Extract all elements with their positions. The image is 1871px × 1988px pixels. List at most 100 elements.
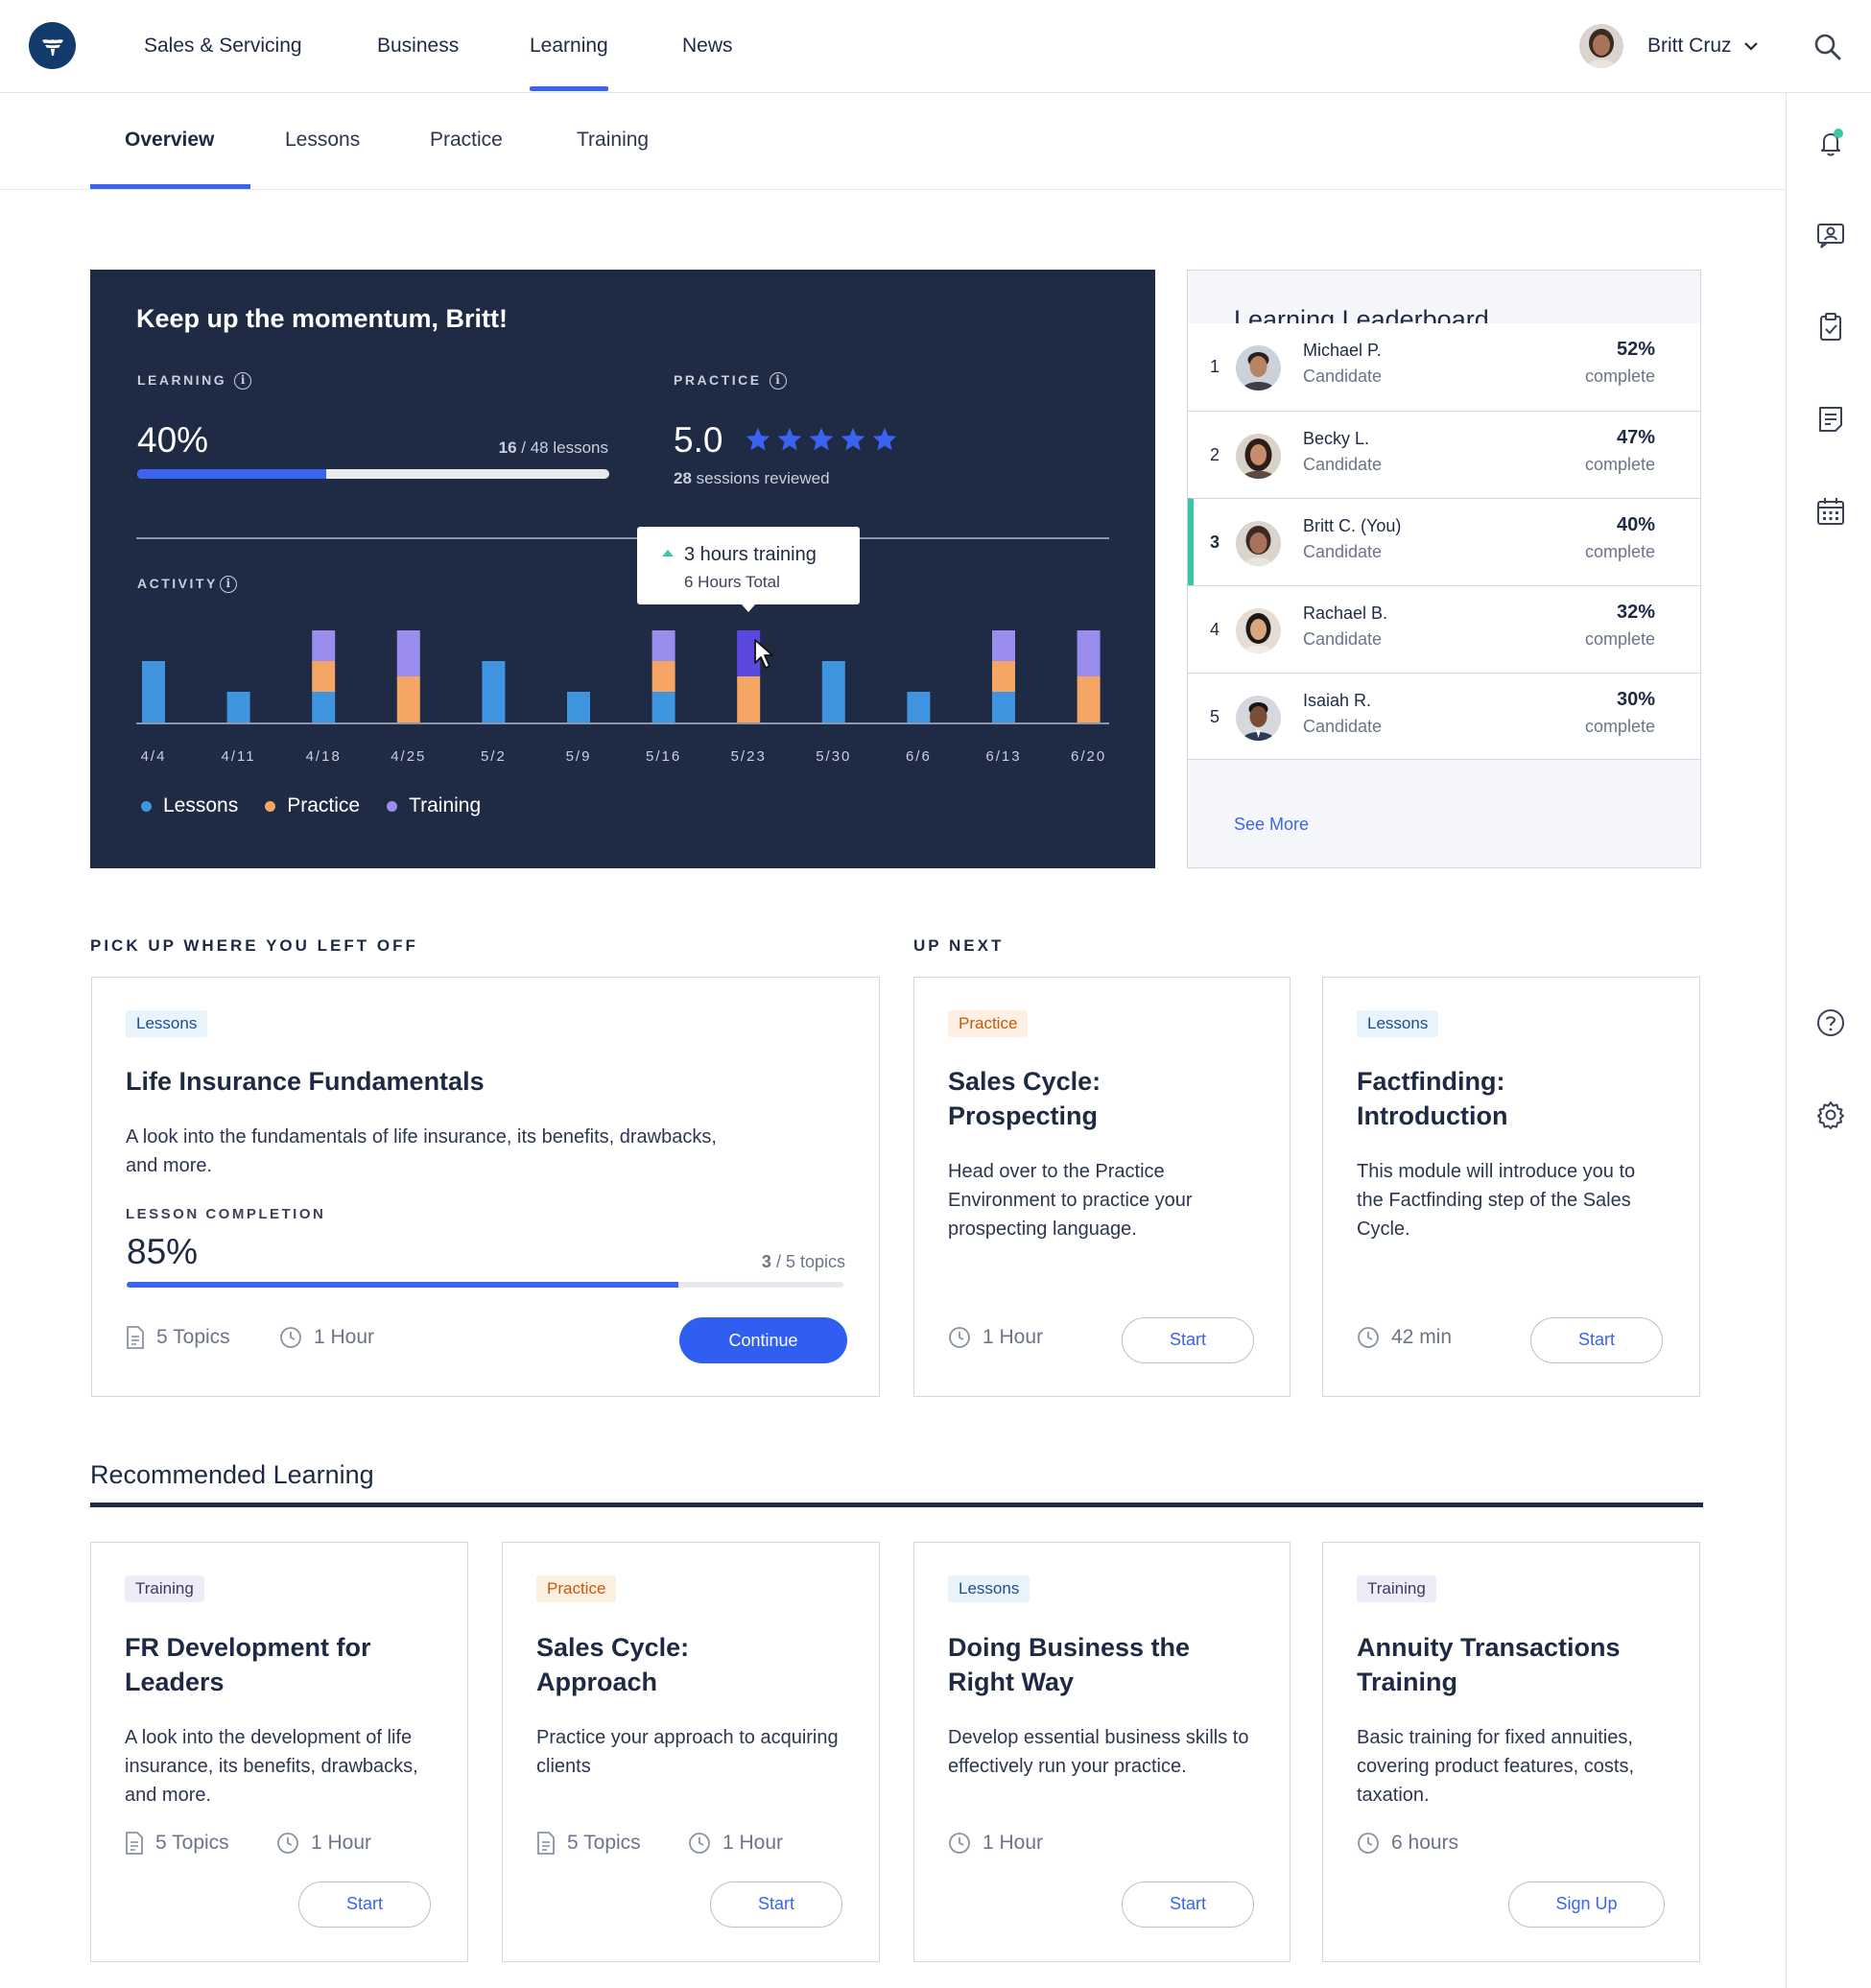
user-menu[interactable]: Britt Cruz xyxy=(1579,24,1759,68)
see-more-link[interactable]: See More xyxy=(1234,815,1310,834)
sub-navigation: Overview Lessons Practice Training xyxy=(0,93,1786,190)
info-icon[interactable]: i xyxy=(234,372,252,390)
calendar-icon[interactable] xyxy=(1815,496,1846,527)
star-icon xyxy=(841,427,865,451)
company-logo[interactable] xyxy=(29,22,76,69)
start-button[interactable]: Start xyxy=(298,1882,431,1928)
rank: 5 xyxy=(1210,707,1220,726)
duration-meta: 6 hours xyxy=(1357,1832,1458,1855)
lessons-done: 16 xyxy=(498,438,517,457)
contact-card-icon[interactable] xyxy=(1815,220,1846,250)
bar-training[interactable] xyxy=(312,630,336,661)
bar-practice[interactable] xyxy=(1077,676,1101,722)
bar-lessons[interactable] xyxy=(567,692,590,722)
card-title: Annuity Transactions Training xyxy=(1357,1630,1621,1699)
bar-lessons[interactable] xyxy=(482,661,506,722)
sign-up-button[interactable]: Sign Up xyxy=(1508,1882,1665,1928)
tab-overview[interactable]: Overview xyxy=(125,129,215,151)
tab-lessons[interactable]: Lessons xyxy=(285,129,361,151)
bar-lessons[interactable] xyxy=(312,692,336,722)
pickup-card[interactable]: Lessons Life Insurance Fundamentals A lo… xyxy=(91,977,880,1397)
bar-practice[interactable] xyxy=(737,676,761,722)
leaderboard-row[interactable]: 4 Rachael B. Candidate 32% complete xyxy=(1188,585,1700,673)
leader-role: Candidate xyxy=(1303,629,1383,649)
legend-label: Lessons xyxy=(163,794,239,816)
nav-news[interactable]: News xyxy=(682,35,733,57)
bar-lessons[interactable] xyxy=(821,661,845,722)
duration-meta: 1 Hour xyxy=(948,1326,1043,1349)
completion-label: LESSON COMPLETION xyxy=(126,1206,326,1222)
nav-sales-servicing[interactable]: Sales & Servicing xyxy=(144,35,302,57)
duration: 1 Hour xyxy=(314,1326,375,1348)
bar-lessons[interactable] xyxy=(142,661,165,722)
leaderboard-row-you[interactable]: 3 Britt C. (You) Candidate 40% complete xyxy=(1188,498,1700,585)
completion-value: 85% xyxy=(127,1232,199,1271)
card-title-line: FR Development for xyxy=(125,1633,371,1662)
recommended-card[interactable]: Practice Sales Cycle: Approach Practice … xyxy=(502,1542,880,1962)
bar-training[interactable] xyxy=(992,630,1015,661)
legend-dot xyxy=(265,800,276,812)
upnext-card[interactable]: Practice Sales Cycle: Prospecting Head o… xyxy=(913,977,1291,1397)
upnext-card[interactable]: Lessons Factfinding: Introduction This m… xyxy=(1322,977,1700,1397)
tab-training[interactable]: Training xyxy=(577,129,650,151)
bar-practice[interactable] xyxy=(312,661,336,692)
bar-training[interactable] xyxy=(396,630,420,676)
divider xyxy=(136,537,1109,539)
star-icon xyxy=(872,427,897,451)
bar-training[interactable] xyxy=(651,630,675,661)
bar-practice[interactable] xyxy=(651,661,675,692)
recommended-card[interactable]: Training Annuity Transactions Training B… xyxy=(1322,1542,1700,1962)
start-button[interactable]: Start xyxy=(1530,1317,1663,1363)
nav-business[interactable]: Business xyxy=(377,35,460,57)
clipboard-check-icon[interactable] xyxy=(1815,312,1846,343)
info-icon[interactable]: i xyxy=(769,372,787,390)
bar-practice[interactable] xyxy=(396,676,420,722)
search-icon[interactable] xyxy=(1813,33,1842,61)
bar-lessons[interactable] xyxy=(907,692,931,722)
bar-practice[interactable] xyxy=(992,661,1015,692)
bell-icon[interactable] xyxy=(1815,128,1846,158)
activity-label: ACTIVITY xyxy=(137,576,218,592)
bar-training[interactable] xyxy=(1077,630,1101,676)
card-title-line: Factfinding: xyxy=(1357,1067,1505,1096)
card-title-line: Prospecting xyxy=(948,1101,1099,1130)
leaderboard-row[interactable]: 5 Isaiah R. Candidate 30% complete xyxy=(1188,673,1700,760)
learning-leaderboard: Learning Leaderboard 1 Michael P. Candid… xyxy=(1187,270,1701,868)
leaderboard-row[interactable]: 1 Michael P. Candidate 52% complete xyxy=(1188,323,1700,411)
nav-learning[interactable]: Learning xyxy=(530,35,608,91)
card-description: Practice your approach to acquiring clie… xyxy=(536,1727,839,1777)
bar-lessons[interactable] xyxy=(992,692,1015,722)
avatar xyxy=(1236,608,1281,653)
recommended-card[interactable]: Training FR Development for Leaders A lo… xyxy=(90,1542,468,1962)
lesson-progress-bar xyxy=(127,1282,843,1288)
start-button[interactable]: Start xyxy=(1122,1882,1254,1928)
x-tick-label: 4/11 xyxy=(222,748,256,765)
topics-meta: 5 Topics xyxy=(126,1326,230,1349)
start-button[interactable]: Start xyxy=(1122,1317,1254,1363)
leader-name: Becky L. xyxy=(1303,429,1370,448)
document-icon xyxy=(537,1832,555,1855)
start-button[interactable]: Start xyxy=(710,1882,842,1928)
practice-heading: PRACTICE i xyxy=(674,372,787,390)
leaderboard-row[interactable]: 2 Becky L. Candidate 47% complete xyxy=(1188,411,1700,498)
info-icon[interactable]: i xyxy=(219,576,237,593)
topics-done: 3 xyxy=(761,1252,771,1271)
topics-count: 5 Topics xyxy=(155,1832,229,1854)
card-title: FR Development for Leaders xyxy=(125,1630,371,1699)
leader-percent: 52% xyxy=(1616,339,1655,360)
topics-meta: 5 Topics xyxy=(125,1832,229,1855)
x-tick-label: 5/9 xyxy=(566,748,592,765)
duration: 6 hours xyxy=(1391,1832,1459,1854)
notes-icon[interactable] xyxy=(1815,404,1846,435)
recommended-card[interactable]: Lessons Doing Business the Right Way Dev… xyxy=(913,1542,1291,1962)
help-icon[interactable] xyxy=(1815,1007,1846,1038)
category-tag: Training xyxy=(1357,1575,1436,1602)
lesson-progress-fill xyxy=(127,1282,679,1288)
settings-icon[interactable] xyxy=(1815,1100,1846,1130)
card-description: A look into the fundamentals of life ins… xyxy=(126,1126,717,1176)
tab-practice[interactable]: Practice xyxy=(430,129,503,151)
card-title: Life Insurance Fundamentals xyxy=(126,1067,485,1096)
bar-lessons[interactable] xyxy=(226,692,250,722)
bar-lessons[interactable] xyxy=(651,692,675,722)
continue-button[interactable]: Continue xyxy=(679,1317,847,1363)
